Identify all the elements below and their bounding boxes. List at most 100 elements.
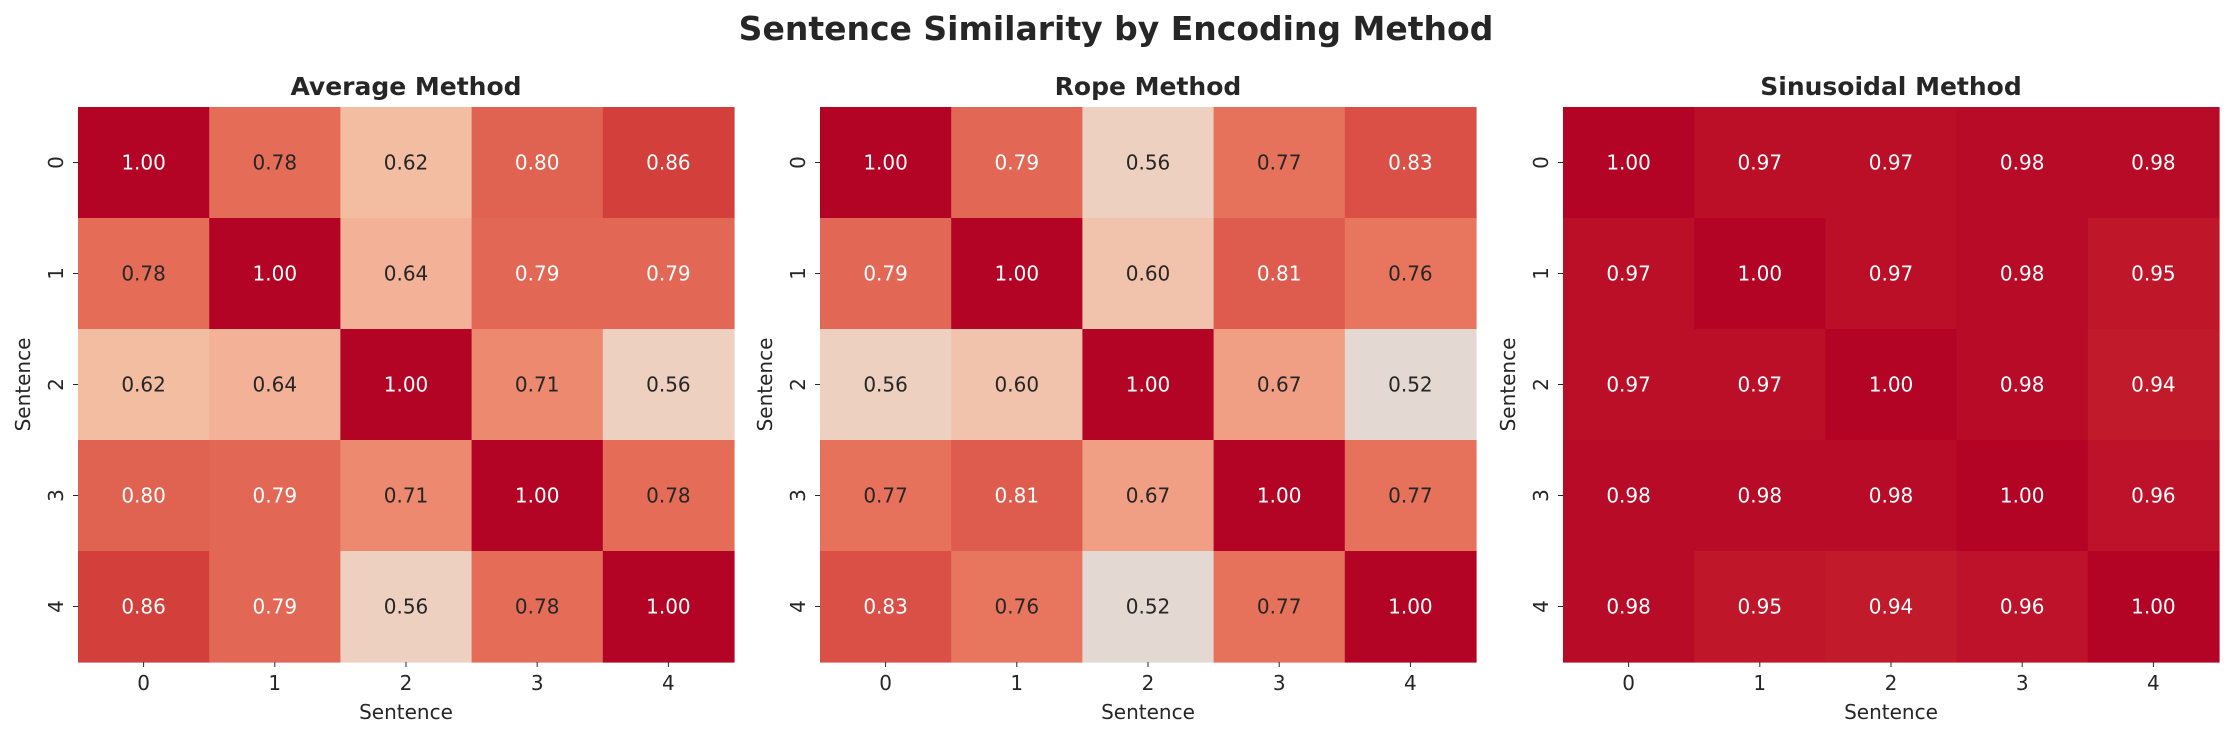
cell-value-label: 0.98 (1869, 484, 1914, 508)
cell-value-label: 0.94 (1869, 595, 1914, 619)
heatmap-cell (78, 218, 210, 330)
heatmap-cell (2087, 551, 2220, 663)
heatmap-cell (78, 551, 210, 663)
cell-value-label: 0.77 (1257, 595, 1302, 619)
y-tick-label: 3 (1529, 489, 1553, 502)
x-axis-label: Sentence (1101, 700, 1195, 724)
cell-value-label: 0.98 (1738, 484, 1783, 508)
heatmap-cell (1825, 107, 1958, 219)
y-tick-label: 3 (786, 489, 810, 502)
cell-value-label: 1.00 (1738, 262, 1783, 286)
cell-value-label: 0.94 (2131, 373, 2176, 397)
x-tick-label: 1 (1010, 671, 1023, 695)
cell-value-label: 0.52 (1126, 595, 1171, 619)
cell-value-label: 0.60 (995, 373, 1040, 397)
heatmap-cell (951, 551, 1083, 663)
heatmap-panel-3: Sinusoidal Method 1.00 0.97 0.97 0.98 0.98 0.9… (1496, 72, 2220, 724)
cell-value-label: 0.97 (1869, 151, 1914, 175)
x-tick-label: 0 (1622, 671, 1635, 695)
x-axis-label: Sentence (1844, 700, 1938, 724)
cell-value-label: 0.56 (384, 595, 429, 619)
heatmap-cell (1563, 551, 1695, 663)
cell-value-label: 0.78 (515, 595, 560, 619)
heatmap-cell (340, 107, 473, 219)
cell-value-label: 0.98 (1606, 484, 1651, 508)
cell-value-label: 0.83 (863, 595, 908, 619)
cell-value-label: 0.78 (121, 262, 166, 286)
heatmap-cell (340, 440, 473, 552)
y-tick-label: 1 (1529, 267, 1553, 280)
heatmap-cell (1563, 329, 1695, 441)
heatmap-cell (951, 329, 1083, 441)
x-tick-label: 2 (1142, 671, 1155, 695)
cell-value-label: 0.96 (2000, 595, 2045, 619)
cell-value-label: 1.00 (863, 151, 908, 175)
cell-value-label: 0.77 (863, 484, 908, 508)
heatmap-cell (2087, 329, 2220, 441)
heatmap-cell (820, 440, 952, 552)
x-tick-label: 1 (1753, 671, 1766, 695)
heatmap-cell (340, 551, 473, 663)
cell-value-label: 0.80 (515, 151, 560, 175)
heatmap-cell (1694, 107, 1826, 219)
cell-value-label: 0.78 (253, 151, 298, 175)
heatmap-cell (209, 551, 341, 663)
cell-value-label: 0.60 (1126, 262, 1171, 286)
heatmap-cell (1563, 107, 1695, 219)
heatmap-cell (78, 329, 210, 441)
cell-value-label: 0.79 (863, 262, 908, 286)
heatmap-cell (1344, 440, 1477, 552)
y-axis-label: Sentence (753, 338, 777, 432)
cell-value-label: 1.00 (2000, 484, 2045, 508)
cell-value-label: 0.67 (1126, 484, 1171, 508)
heatmap-cell (471, 551, 604, 663)
heatmap-cell (1694, 551, 1826, 663)
cell-value-label: 0.64 (384, 262, 429, 286)
cell-value-label: 1.00 (253, 262, 298, 286)
cell-value-label: 0.97 (1738, 373, 1783, 397)
heatmap-cell (471, 440, 604, 552)
x-tick-label: 4 (662, 671, 675, 695)
heatmap-cell (1344, 551, 1477, 663)
heatmap-cell (471, 107, 604, 219)
y-tick-label: 0 (44, 156, 68, 169)
y-tick-label: 1 (44, 267, 68, 280)
heatmap-cell (1694, 440, 1826, 552)
heatmap-cell (1694, 218, 1826, 330)
cell-value-label: 1.00 (1257, 484, 1302, 508)
x-tick-label: 2 (400, 671, 413, 695)
heatmap-cell (209, 440, 341, 552)
heatmap-cell (602, 329, 735, 441)
heatmap-cell (602, 551, 735, 663)
cell-value-label: 0.78 (646, 484, 691, 508)
cell-value-label: 0.86 (121, 595, 166, 619)
cell-value-label: 0.79 (253, 595, 298, 619)
y-tick-label: 2 (44, 378, 68, 391)
cell-value-label: 1.00 (646, 595, 691, 619)
cell-value-label: 0.56 (863, 373, 908, 397)
heatmap-cell (1213, 551, 1346, 663)
cell-value-label: 0.76 (995, 595, 1040, 619)
heatmap-cell (209, 329, 341, 441)
heatmap-cell (1825, 551, 1958, 663)
heatmap-cell (1213, 440, 1346, 552)
y-tick-label: 1 (786, 267, 810, 280)
cell-value-label: 0.62 (121, 373, 166, 397)
x-tick-label: 4 (1404, 671, 1417, 695)
cell-value-label: 0.83 (1388, 151, 1433, 175)
cell-value-label: 0.81 (1257, 262, 1302, 286)
cell-value-label: 1.00 (1869, 373, 1914, 397)
cell-value-label: 0.62 (384, 151, 429, 175)
y-tick-label: 4 (1529, 600, 1553, 613)
figure-title: Sentence Similarity by Encoding Method (739, 9, 1494, 48)
cell-value-label: 0.98 (2000, 262, 2045, 286)
cell-value-label: 1.00 (384, 373, 429, 397)
x-tick-label: 1 (268, 671, 281, 695)
heatmap-cell (1956, 107, 2089, 219)
heatmap-cell (471, 329, 604, 441)
panel-title: Average Method (290, 72, 521, 101)
cell-value-label: 0.64 (253, 373, 298, 397)
cell-value-label: 0.79 (515, 262, 560, 286)
heatmap-cell (951, 218, 1083, 330)
